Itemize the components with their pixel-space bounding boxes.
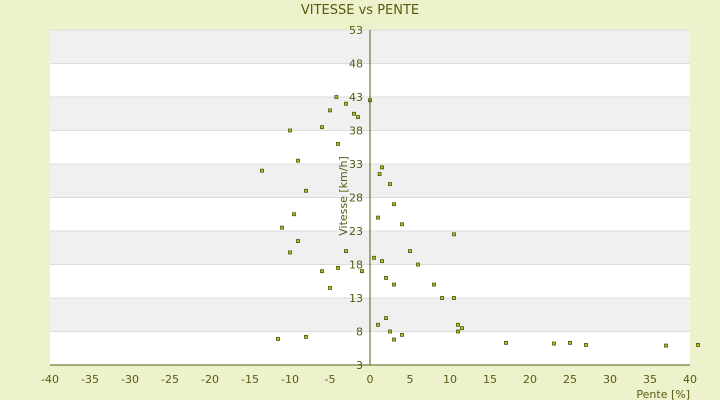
y-tick-label: 18 (349, 259, 363, 272)
data-point (584, 342, 588, 347)
data-point (372, 255, 376, 260)
data-point (664, 343, 668, 348)
y-axis-label: Vitesse [km/h] (337, 156, 350, 236)
y-tick-label: 43 (349, 91, 363, 104)
data-point (328, 286, 332, 290)
data-point (280, 225, 284, 230)
x-tick-label: -30 (121, 373, 139, 386)
x-tick-label: 25 (563, 373, 577, 386)
data-point (352, 111, 356, 116)
data-point (456, 329, 460, 334)
y-tick-label: 53 (349, 24, 363, 37)
data-point (260, 168, 264, 173)
data-point (336, 265, 340, 270)
tick-labels: -40 -35 -30 -25 -20 -15 -10 -5 0 5 10 15 20 25 30 35 40 3… (41, 24, 697, 386)
data-point (320, 269, 324, 274)
data-point (552, 341, 556, 346)
y-tick-label: 8 (356, 326, 363, 339)
data-point (380, 259, 384, 264)
x-tick-label: -25 (161, 373, 179, 386)
data-point (296, 158, 300, 163)
data-point (304, 188, 308, 193)
data-point (460, 326, 464, 331)
x-tick-label: -10 (281, 373, 299, 386)
data-point (452, 296, 456, 300)
y-tick-label: 3 (356, 359, 363, 372)
data-point (288, 250, 292, 255)
data-point (380, 165, 384, 170)
x-tick-label: 30 (603, 373, 617, 386)
data-point (388, 329, 392, 334)
data-point (296, 239, 300, 243)
data-point (388, 182, 392, 187)
data-point (392, 337, 396, 342)
x-tick-label: 0 (367, 373, 374, 386)
data-point (568, 340, 572, 345)
data-point (408, 249, 412, 254)
x-tick-label: -15 (241, 373, 259, 386)
x-tick-label: 35 (643, 373, 657, 386)
data-point (392, 282, 396, 287)
data-point (400, 222, 404, 227)
data-point (384, 275, 388, 280)
data-point (304, 334, 308, 339)
data-point (504, 340, 508, 345)
x-tick-label: -35 (81, 373, 99, 386)
data-point (696, 342, 700, 347)
data-point (276, 336, 280, 341)
data-point (376, 215, 380, 220)
data-point (432, 282, 436, 287)
y-tick-label: 28 (349, 192, 363, 205)
data-points (260, 95, 700, 348)
data-point (334, 95, 339, 99)
x-tick-label: -20 (201, 373, 219, 386)
x-tick-label: 15 (483, 373, 497, 386)
axes (50, 30, 690, 366)
y-tick-label: 38 (349, 125, 363, 138)
x-tick-label: -5 (325, 373, 336, 386)
data-point (376, 322, 380, 327)
data-point (320, 125, 324, 130)
x-tick-label: 40 (683, 373, 697, 386)
x-tick-label: -40 (41, 373, 59, 386)
data-point (292, 212, 296, 217)
x-axis-label: Pente [%] (636, 388, 690, 400)
y-tick-label: 48 (349, 58, 363, 71)
x-tick-label: 20 (523, 373, 537, 386)
chart-title: VITESSE vs PENTE (301, 3, 419, 18)
y-tick-label: 23 (349, 225, 363, 238)
x-tick-label: 5 (407, 373, 414, 386)
x-tick-label: 10 (443, 373, 457, 386)
y-tick-label: 13 (349, 292, 363, 305)
data-point (452, 232, 456, 237)
data-point (336, 141, 340, 146)
data-point (416, 262, 420, 267)
data-point (288, 128, 292, 133)
y-tick-label: 33 (349, 158, 363, 171)
data-point (384, 316, 388, 321)
data-point (344, 101, 348, 106)
data-point (360, 269, 364, 274)
data-point (328, 108, 332, 113)
data-point (440, 296, 444, 300)
data-point (344, 249, 348, 254)
data-point (377, 172, 382, 176)
data-point (356, 115, 360, 119)
data-point (400, 332, 404, 337)
data-point (456, 322, 460, 327)
data-point (392, 202, 396, 207)
